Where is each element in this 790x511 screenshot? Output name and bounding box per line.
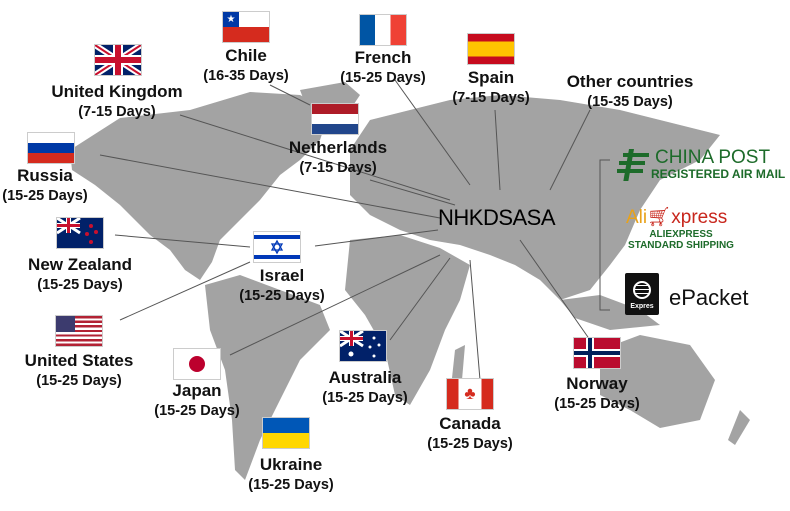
label-netherlands: Netherlands (7-15 Days): [289, 138, 387, 178]
label-ukraine: Ukraine (15-25 Days): [248, 455, 333, 495]
delivery-time: (15-25 Days): [322, 390, 408, 406]
label-canada: Canada (15-25 Days): [427, 414, 512, 454]
delivery-time: (7-15 Days): [78, 104, 156, 120]
us-flag-icon: [56, 316, 102, 346]
canada-flag-icon: ♣: [447, 379, 493, 409]
label-other-countries: Other countries (15-35 Days): [567, 72, 694, 112]
delivery-time: (15-25 Days): [2, 188, 88, 204]
delivery-time: (15-25 Days): [36, 373, 122, 389]
delivery-time: (15-25 Days): [248, 477, 334, 493]
country-name: French: [354, 48, 412, 67]
aliexpress-subtitle-2: STANDARD SHIPPING: [628, 240, 734, 251]
aliexpress-logo-express: xpress: [671, 207, 728, 228]
australia-flag-icon: [339, 329, 386, 361]
australia: [600, 335, 715, 428]
label-israel: Israel (15-25 Days): [239, 266, 324, 306]
aliexpress-logo-ali: Ali: [626, 207, 648, 228]
new-zealand: [728, 410, 750, 445]
delivery-time: (15-25 Days): [154, 403, 240, 419]
aliexpress-subtitle-1: ALIEXPRESS: [649, 229, 713, 240]
north-america: [70, 92, 330, 280]
russia-flag-icon: [28, 133, 74, 163]
label-japan: Japan (15-25 Days): [154, 381, 239, 421]
country-name: Spain: [467, 68, 515, 87]
country-name: New Zealand: [28, 255, 132, 274]
delivery-time: (15-35 Days): [587, 94, 673, 110]
china-post-subtitle: REGISTERED AIR MAIL: [651, 167, 786, 181]
chile-flag-icon: ★: [223, 12, 269, 42]
label-spain: Spain (7-15 Days): [452, 68, 529, 108]
country-name: Canada: [439, 414, 501, 433]
ukraine-flag-icon: [263, 418, 309, 448]
aliexpress-logo: Ali🛒︎xpress ALIEXPRESS STANDARD SHIPPING: [626, 205, 734, 251]
label-russia: Russia (15-25 Days): [2, 166, 87, 206]
label-norway: Norway (15-25 Days): [554, 374, 639, 414]
delivery-time: (16-35 Days): [203, 68, 289, 84]
new-zealand-flag-icon: [56, 216, 103, 248]
country-name: Netherlands: [288, 138, 388, 157]
country-name: Ukraine: [259, 455, 323, 474]
country-name: Russia: [17, 166, 73, 185]
madagascar: [452, 345, 465, 380]
cart-icon: 🛒︎: [647, 207, 672, 228]
country-name: United States: [24, 351, 134, 370]
southeast-asia: [560, 295, 660, 330]
hub-label: NHKDSASA: [438, 205, 556, 230]
netherlands-flag-icon: [312, 104, 358, 134]
label-australia: Australia (15-25 Days): [322, 368, 407, 408]
country-name: Japan: [172, 381, 222, 400]
norway-flag-icon: [574, 338, 620, 368]
israel-flag-icon: [254, 232, 300, 262]
delivery-time: (15-25 Days): [554, 396, 640, 412]
france-flag-icon: [360, 15, 406, 45]
japan-flag-icon: [174, 349, 220, 379]
label-chile: Chile (16-35 Days): [203, 46, 288, 86]
uk-flag-icon: [95, 45, 141, 75]
label-uk: United Kingdom (7-15 Days): [51, 82, 182, 122]
country-name: Israel: [259, 266, 305, 285]
delivery-time: (15-25 Days): [239, 288, 325, 304]
delivery-time: (7-15 Days): [452, 90, 530, 106]
label-new-zealand: New Zealand (15-25 Days): [28, 255, 132, 295]
africa: [345, 235, 470, 405]
delivery-time: (15-25 Days): [427, 436, 513, 452]
china-post-emblem-icon: [617, 149, 649, 181]
delivery-time: (7-15 Days): [299, 160, 377, 176]
connector-lines: [99, 79, 610, 381]
country-name: Chile: [225, 46, 267, 65]
country-name: United Kingdom: [51, 82, 183, 101]
epacket-title: ePacket: [669, 285, 749, 310]
china-post-title: CHINA POST: [655, 147, 771, 168]
delivery-time: (15-25 Days): [340, 70, 426, 86]
south-america: [205, 275, 330, 480]
spain-flag-icon: [468, 34, 514, 64]
epacket-globe-icon: Expres: [625, 273, 659, 315]
label-french: French (15-25 Days): [340, 48, 425, 88]
country-name: Australia: [328, 368, 402, 387]
country-name: Norway: [566, 374, 628, 393]
country-name: Other countries: [566, 72, 694, 91]
epacket-logo-text: Expres: [630, 303, 654, 310]
delivery-time: (15-25 Days): [37, 277, 123, 293]
label-united-states: United States (15-25 Days): [25, 351, 134, 391]
